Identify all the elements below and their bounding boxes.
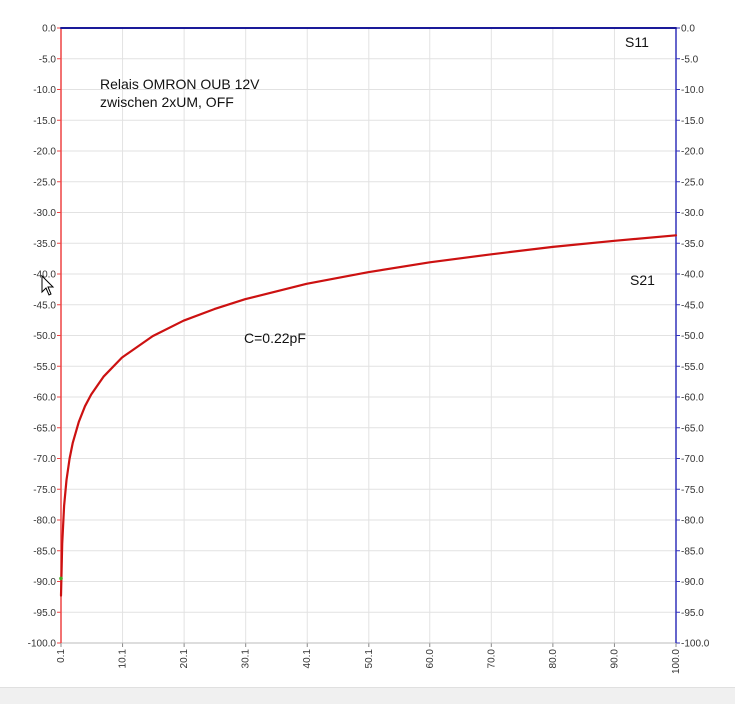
y-right-tick-label: -70.0	[681, 454, 704, 465]
y-left-tick-label: -85.0	[33, 546, 56, 557]
y-left-tick-label: 0.0	[42, 24, 56, 35]
y-left-tick-label: -40.0	[33, 270, 56, 281]
x-tick-label: 100.0	[671, 649, 682, 674]
y-right-tick-label: -55.0	[681, 362, 704, 373]
y-right-tick-label: -80.0	[681, 516, 704, 527]
y-left-tick-label: -65.0	[33, 423, 56, 434]
mouse-cursor-icon	[41, 274, 55, 296]
y-right-tick-label: -20.0	[681, 147, 704, 158]
y-right-tick-label: -35.0	[681, 239, 704, 250]
y-right-tick-label: -5.0	[681, 54, 699, 65]
y-left-tick-label: -70.0	[33, 454, 56, 465]
x-tick-label: 20.1	[179, 649, 190, 669]
y-right-tick-label: -90.0	[681, 577, 704, 588]
y-right-tick-label: -85.0	[681, 546, 704, 557]
x-tick-label: 70.0	[486, 649, 497, 669]
status-strip	[0, 687, 735, 704]
x-tick-label: 10.1	[118, 649, 129, 669]
y-right-tick-label: -50.0	[681, 331, 704, 342]
y-left-tick-label: -60.0	[33, 393, 56, 404]
start-marker	[59, 576, 63, 581]
y-left-tick-label: -5.0	[39, 54, 57, 65]
y-left-tick-label: -35.0	[33, 239, 56, 250]
x-tick-label: 50.1	[364, 649, 375, 669]
annotation-capacitance: C=0.22pF	[244, 330, 306, 346]
series-label-s21: S21	[630, 272, 655, 288]
x-tick-label: 40.1	[302, 649, 313, 669]
y-right-tick-label: -40.0	[681, 270, 704, 281]
y-left-tick-label: -25.0	[33, 177, 56, 188]
y-right-tick-label: 0.0	[681, 24, 695, 35]
y-left-tick-label: -80.0	[33, 516, 56, 527]
y-right-tick-label: -25.0	[681, 177, 704, 188]
y-right-tick-label: -95.0	[681, 608, 704, 619]
y-right-tick-label: -60.0	[681, 393, 704, 404]
y-left-tick-label: -10.0	[33, 85, 56, 96]
y-right-tick-label: -75.0	[681, 485, 704, 496]
y-left-tick-label: -75.0	[33, 485, 56, 496]
series-label-s11: S11	[625, 34, 649, 50]
y-left-tick-label: -90.0	[33, 577, 56, 588]
y-right-tick-label: -100.0	[681, 639, 710, 650]
series-line-s21	[59, 234, 678, 597]
x-tick-label: 90.0	[609, 649, 620, 669]
y-right-tick-label: -45.0	[681, 300, 704, 311]
y-right-tick-label: -15.0	[681, 116, 704, 127]
y-left-tick-label: -45.0	[33, 300, 56, 311]
x-tick-label: 0.1	[56, 649, 67, 663]
y-left-tick-label: -95.0	[33, 608, 56, 619]
annotation-config: zwischen 2xUM, OFF	[100, 94, 234, 110]
y-left-tick-label: -20.0	[33, 147, 56, 158]
x-tick-label: 80.0	[548, 649, 559, 669]
y-left-tick-label: -100.0	[28, 639, 57, 650]
x-tick-label: 60.0	[425, 649, 436, 669]
y-right-tick-label: -65.0	[681, 423, 704, 434]
y-right-tick-label: -30.0	[681, 208, 704, 219]
annotation-device: Relais OMRON OUB 12V	[100, 76, 260, 92]
x-tick-label: 30.1	[241, 649, 252, 669]
y-left-tick-label: -15.0	[33, 116, 56, 127]
y-right-tick-label: -10.0	[681, 85, 704, 96]
y-left-tick-label: -55.0	[33, 362, 56, 373]
y-left-tick-label: -50.0	[33, 331, 56, 342]
y-left-tick-label: -30.0	[33, 208, 56, 219]
